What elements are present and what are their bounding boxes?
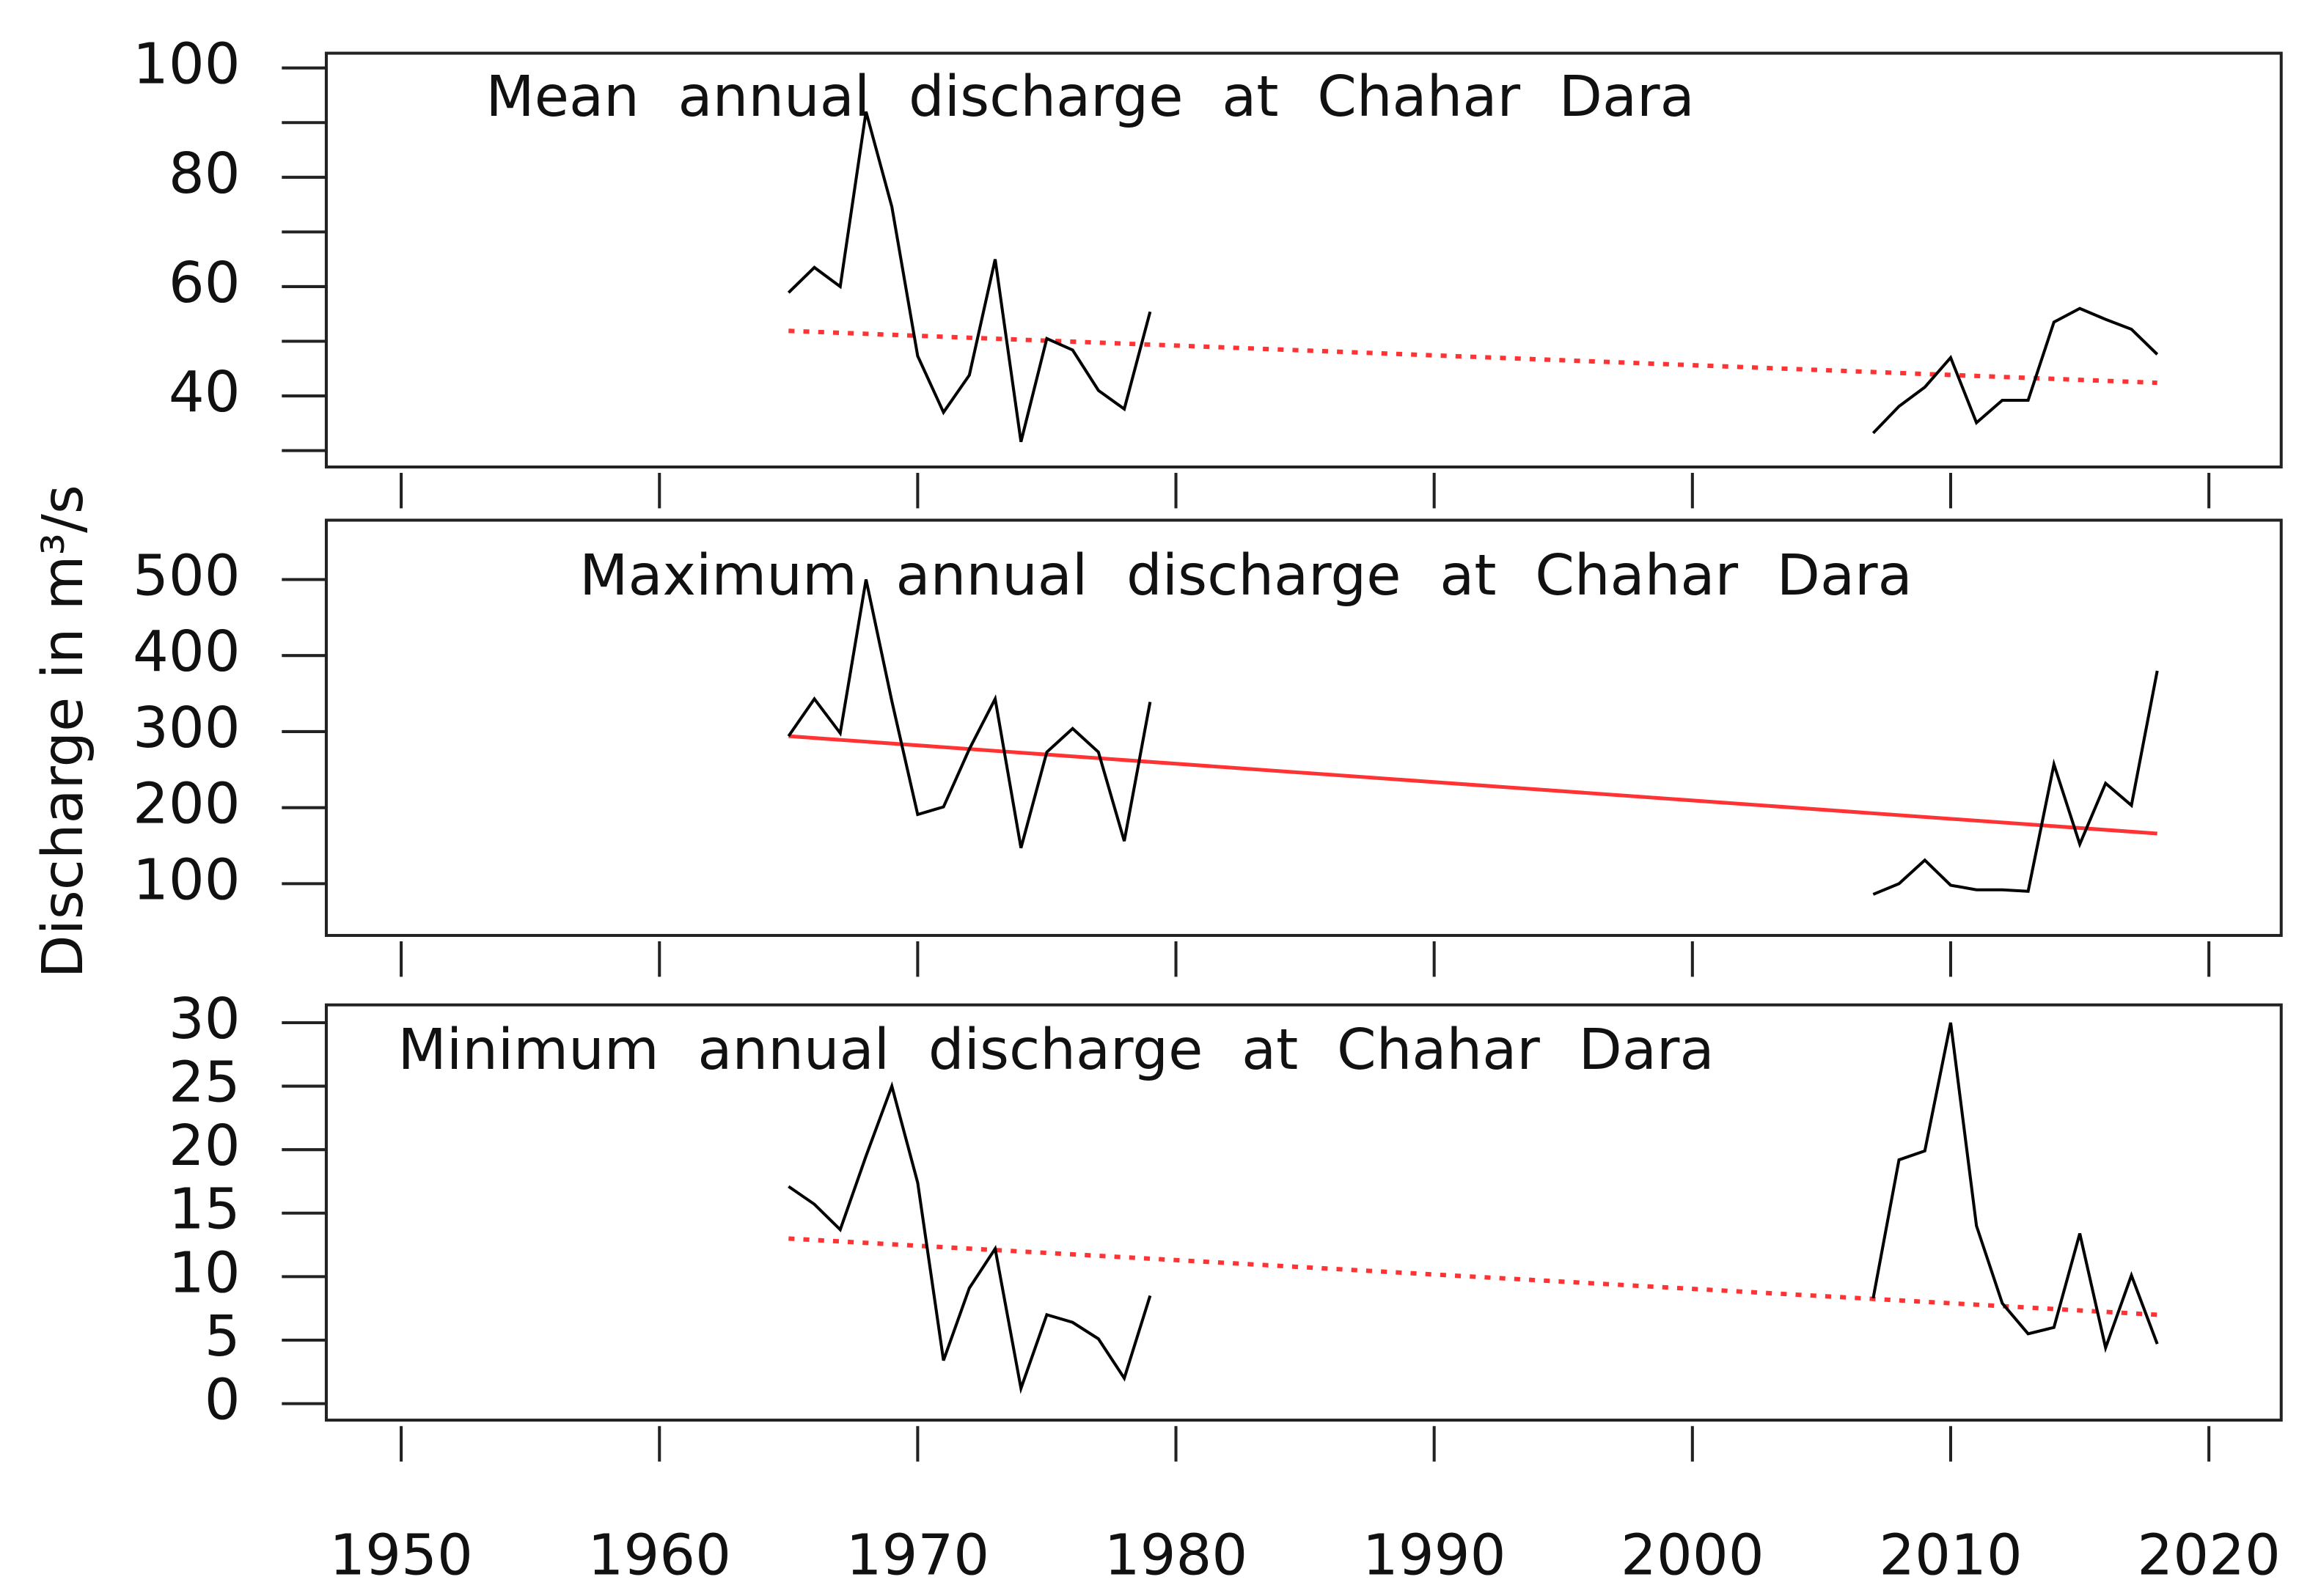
- y-tick-label: 200: [133, 772, 241, 837]
- y-tick-label: 0: [205, 1368, 241, 1433]
- y-tick-label: 5: [205, 1304, 241, 1369]
- y-tick-label: 80: [169, 141, 241, 207]
- y-axis-label: Discharge in m³/s: [31, 485, 96, 978]
- x-tick-label: 1990: [1363, 1523, 1506, 1589]
- x-tick-label: 1950: [329, 1523, 473, 1589]
- x-tick-label: 1960: [587, 1523, 731, 1589]
- x-tick-label: 1980: [1104, 1523, 1248, 1589]
- y-tick-label: 15: [169, 1177, 241, 1243]
- y-tick-label: 400: [133, 619, 241, 685]
- y-tick-label: 100: [133, 32, 241, 98]
- x-tick-label: 1970: [846, 1523, 990, 1589]
- y-tick-label: 100: [133, 847, 241, 913]
- panel-title: Mean annual discharge at Chahar Dara: [485, 65, 1694, 130]
- trend-line: [788, 1236, 2157, 1317]
- y-tick-label: 40: [169, 360, 241, 425]
- y-tick-label: 30: [169, 987, 241, 1052]
- panel-title: Minimum annual discharge at Chahar Dara: [398, 1018, 1715, 1083]
- trend-line: [788, 734, 2157, 836]
- y-tick-label: 10: [169, 1240, 241, 1306]
- y-tick-label: 500: [133, 544, 241, 609]
- y-tick-label: 60: [169, 251, 241, 316]
- y-tick-label: 25: [169, 1051, 241, 1116]
- x-tick-label: 2010: [1879, 1523, 2023, 1589]
- trend-line: [788, 328, 2157, 386]
- y-tick-label: 300: [133, 696, 241, 761]
- x-tick-label: 2000: [1621, 1523, 1764, 1589]
- panel-title: Maximum annual discharge at Chahar Dara: [579, 543, 1913, 608]
- data-line: [787, 579, 2159, 896]
- y-tick-label: 20: [169, 1114, 241, 1179]
- data-line: [788, 1022, 2159, 1394]
- data-line: [787, 111, 2159, 443]
- x-tick-label: 2020: [2137, 1523, 2281, 1589]
